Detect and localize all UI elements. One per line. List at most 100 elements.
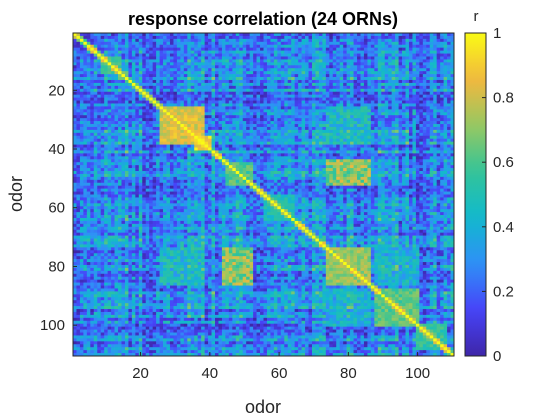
heatmap-cell xyxy=(377,91,382,96)
heatmap-cell xyxy=(90,212,95,216)
heatmap-cell xyxy=(374,85,379,90)
heatmap-cell xyxy=(412,71,417,75)
heatmap-cell xyxy=(111,109,115,113)
heatmap-cell xyxy=(169,35,174,40)
heatmap-cell xyxy=(343,94,347,98)
heatmap-cell xyxy=(142,294,147,298)
heatmap-cell xyxy=(114,276,119,281)
heatmap-cell xyxy=(86,41,91,46)
heatmap-cell xyxy=(128,241,133,245)
heatmap-cell xyxy=(79,59,84,63)
heatmap-cell xyxy=(145,185,150,189)
heatmap-cell xyxy=(443,82,448,87)
heatmap-cell xyxy=(90,232,95,236)
heatmap-cell xyxy=(228,82,233,87)
heatmap-cell xyxy=(114,262,119,266)
heatmap-cell xyxy=(111,91,115,96)
heatmap-cell xyxy=(325,50,330,54)
heatmap-cell xyxy=(121,150,126,154)
heatmap-cell xyxy=(215,74,219,78)
heatmap-cell xyxy=(350,77,354,81)
heatmap-cell xyxy=(100,118,105,122)
heatmap-cell xyxy=(142,68,147,72)
heatmap-cell xyxy=(173,65,178,69)
heatmap-cell xyxy=(242,65,247,69)
heatmap-cell xyxy=(100,147,105,151)
heatmap-cell xyxy=(301,94,306,98)
heatmap-cell xyxy=(149,103,154,107)
heatmap-cell xyxy=(152,220,157,225)
heatmap-cell xyxy=(142,106,147,110)
heatmap-cell xyxy=(159,150,164,154)
heatmap-cell xyxy=(180,44,185,49)
heatmap-cell xyxy=(111,53,115,57)
heatmap-cell xyxy=(156,88,160,93)
heatmap-cell xyxy=(277,47,282,51)
heatmap-cell xyxy=(73,124,77,128)
heatmap-cell xyxy=(156,217,160,222)
heatmap-cell xyxy=(263,38,268,43)
heatmap-cell xyxy=(121,188,126,192)
heatmap-cell xyxy=(104,203,108,207)
heatmap-cell xyxy=(138,294,143,298)
heatmap-cell xyxy=(111,162,115,166)
heatmap-cell xyxy=(436,82,441,87)
heatmap-cell xyxy=(142,253,147,257)
heatmap-cell xyxy=(311,56,316,60)
heatmap-cell xyxy=(284,85,289,90)
heatmap-cell xyxy=(93,179,98,184)
heatmap-cell xyxy=(429,97,434,101)
heatmap-cell xyxy=(187,44,192,49)
heatmap-cell xyxy=(149,253,154,257)
heatmap-cell xyxy=(114,226,119,231)
heatmap-cell xyxy=(97,185,102,189)
heatmap-cell xyxy=(159,165,164,169)
heatmap-cell xyxy=(128,267,133,272)
heatmap-cell xyxy=(242,103,247,107)
heatmap-cell xyxy=(121,197,126,201)
heatmap-cell xyxy=(90,200,95,204)
heatmap-cell xyxy=(194,35,199,40)
heatmap-cell xyxy=(339,33,344,37)
heatmap-cell xyxy=(121,59,126,63)
heatmap-cell xyxy=(228,33,233,37)
heatmap-cell xyxy=(381,74,386,78)
heatmap-cell xyxy=(97,33,102,37)
heatmap-cell xyxy=(149,212,154,216)
heatmap-cell xyxy=(145,297,150,301)
heatmap-cell xyxy=(93,56,98,60)
heatmap-cell xyxy=(270,88,275,93)
heatmap-cell xyxy=(128,38,133,43)
heatmap-cell xyxy=(353,103,358,107)
heatmap-cell xyxy=(391,94,396,98)
heatmap-cell xyxy=(433,59,438,63)
heatmap-cell xyxy=(149,144,154,148)
heatmap-cell xyxy=(159,215,164,219)
heatmap-cell xyxy=(440,65,444,69)
heatmap-cell xyxy=(225,33,230,37)
heatmap-cell xyxy=(142,138,147,142)
heatmap-cell xyxy=(124,147,129,151)
heatmap-cell xyxy=(121,82,126,87)
heatmap-cell xyxy=(311,103,316,107)
heatmap-cell xyxy=(419,71,424,75)
heatmap-cell xyxy=(90,91,95,96)
heatmap-cell xyxy=(346,41,351,46)
heatmap-cell xyxy=(114,156,119,160)
heatmap-cell xyxy=(86,303,91,307)
heatmap-cell xyxy=(145,50,150,54)
heatmap-cell xyxy=(169,82,174,87)
heatmap-cell xyxy=(145,209,150,213)
heatmap-cell xyxy=(311,65,316,69)
heatmap-cell xyxy=(325,68,330,72)
heatmap-cell xyxy=(346,103,351,107)
heatmap-cell xyxy=(111,106,115,110)
heatmap-cell xyxy=(135,212,140,216)
heatmap-cell xyxy=(104,97,108,101)
heatmap-cell xyxy=(107,56,112,60)
heatmap-cell xyxy=(367,56,372,60)
heatmap-cell xyxy=(131,44,136,49)
heatmap-cell xyxy=(336,85,341,90)
heatmap-cell xyxy=(346,97,351,101)
heatmap-cell xyxy=(100,97,105,101)
